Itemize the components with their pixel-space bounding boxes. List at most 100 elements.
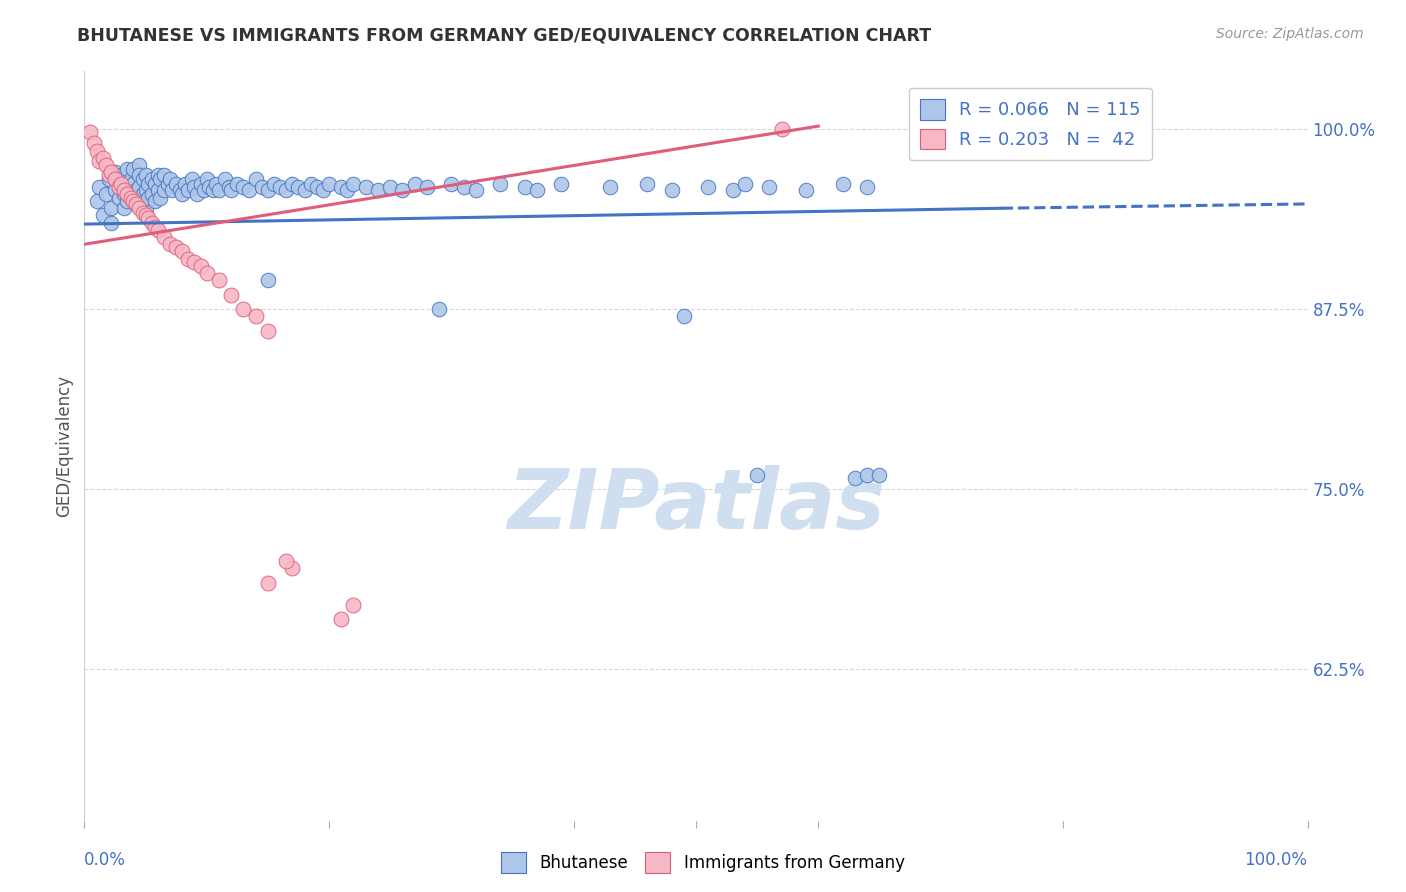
Point [162,182,184,196]
Text: BHUTANESE VS IMMIGRANTS FROM GERMANY GED/EQUIVALENCY CORRELATION CHART: BHUTANESE VS IMMIGRANTS FROM GERMANY GED… [77,27,931,45]
Y-axis label: GED/Equivalency: GED/Equivalency [55,375,73,517]
Point [190,259,212,273]
Point [132,186,155,201]
Point [149,191,172,205]
Point [354,179,377,194]
Point [91,151,114,165]
Point [550,177,572,191]
Point [87,179,110,194]
Point [794,182,817,196]
Point [305,179,328,194]
Point [201,182,224,196]
Point [245,172,267,186]
Point [146,168,169,182]
Point [128,158,150,172]
Point [122,162,145,177]
Point [177,182,200,196]
Legend: Bhutanese, Immigrants from Germany: Bhutanese, Immigrants from Germany [495,846,911,880]
Point [173,177,195,191]
Point [141,172,163,186]
Point [97,172,120,186]
Point [115,194,138,208]
Point [342,598,364,612]
Point [120,191,142,205]
Point [294,182,316,196]
Point [96,158,118,172]
Point [128,201,150,215]
Point [153,168,176,182]
Point [193,182,215,196]
Point [183,179,205,194]
Point [380,179,402,194]
Point [112,182,135,196]
Point [136,211,159,226]
Point [128,179,150,194]
Point [136,177,159,191]
Point [181,172,204,186]
Point [318,177,340,191]
Point [330,612,353,626]
Point [135,209,157,223]
Point [156,177,179,191]
Point [120,172,142,186]
Point [115,177,138,191]
Point [141,216,163,230]
Point [172,244,194,259]
Point [770,122,793,136]
Point [100,165,122,179]
Point [172,186,194,201]
Point [453,179,475,194]
Point [159,237,181,252]
Point [91,209,114,223]
Point [232,179,254,194]
Point [281,561,304,575]
Point [219,182,242,196]
Point [219,287,242,301]
Point [195,172,218,186]
Point [299,177,322,191]
Point [159,172,181,186]
Text: 0.0%: 0.0% [84,851,127,869]
Point [132,172,155,186]
Point [132,205,155,219]
Point [186,186,208,201]
Point [183,254,205,268]
Point [153,230,176,244]
Point [100,216,122,230]
Point [250,179,273,194]
Point [245,310,267,324]
Point [165,240,187,254]
Point [257,324,280,338]
Point [104,165,127,179]
Point [120,186,142,201]
Point [125,182,148,196]
Point [97,168,120,182]
Point [112,201,135,215]
Point [636,177,658,191]
Point [440,177,463,191]
Point [100,201,122,215]
Point [269,179,291,194]
Point [856,179,879,194]
Point [263,177,285,191]
Point [416,179,439,194]
Point [143,219,166,234]
Point [367,182,389,196]
Point [153,182,176,196]
Point [672,310,695,324]
Point [758,179,780,194]
Point [115,162,138,177]
Point [96,186,118,201]
Point [165,177,187,191]
Point [110,177,132,191]
Point [257,182,280,196]
Point [125,197,148,211]
Text: Source: ZipAtlas.com: Source: ZipAtlas.com [1216,27,1364,41]
Point [281,177,304,191]
Point [177,252,200,266]
Point [86,144,108,158]
Point [238,182,260,196]
Point [831,177,853,191]
Point [104,172,127,186]
Point [146,223,169,237]
